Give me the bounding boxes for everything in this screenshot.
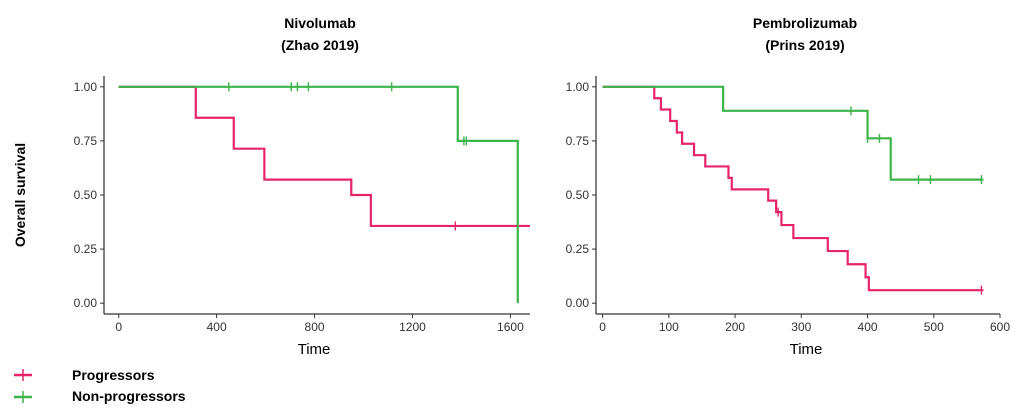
- progressors-survival-curve: [118, 85, 530, 228]
- legend-label: Non-progressors: [72, 388, 186, 404]
- x-tick-label: 1200: [399, 320, 426, 334]
- legend-label: Progressors: [72, 367, 155, 383]
- legend: Progressors Non-progressors: [14, 367, 186, 404]
- non-progressors-survival-curve: [118, 85, 519, 304]
- panel-title-line1: Nivolumab: [284, 15, 356, 31]
- x-tick-label: 200: [725, 320, 745, 334]
- non-progressors-survival-curve: [602, 85, 984, 181]
- nivolumab-panel: Nivolumab (Zhao 2019) Time 0.00 0.25 0.50 0…: [74, 15, 530, 358]
- x-tick-label: 0: [599, 320, 606, 334]
- y-tick-label: 1.00: [74, 80, 98, 94]
- y-tick-label: 0.25: [74, 242, 98, 256]
- y-tick-label: 0.50: [74, 188, 98, 202]
- y-tick-label: 1.00: [566, 80, 590, 94]
- x-axis-label: Time: [790, 341, 823, 358]
- legend-item-progressors: Progressors: [14, 367, 155, 383]
- pembrolizumab-panel: Pembrolizumab (Prins 2019) Time 0.00 0.25…: [566, 15, 1011, 358]
- progressors-survival-curve: [602, 85, 984, 292]
- x-tick-label: 300: [791, 320, 811, 334]
- panel-title-line2: (Prins 2019): [765, 37, 844, 53]
- legend-item-non-progressors: Non-progressors: [14, 388, 186, 404]
- y-tick-label: 0.00: [74, 296, 98, 310]
- y-tick-label: 0.75: [74, 134, 98, 148]
- panel-title-line2: (Zhao 2019): [281, 37, 359, 53]
- x-axis-label: Time: [298, 341, 331, 358]
- x-tick-label: 500: [924, 320, 944, 334]
- panel-title-line1: Pembrolizumab: [753, 15, 857, 31]
- x-tick-label: 0: [115, 320, 122, 334]
- y-tick-label: 0.50: [566, 188, 590, 202]
- x-tick-label: 600: [990, 320, 1010, 334]
- x-tick-label: 400: [207, 320, 227, 334]
- x-tick-label: 1600: [497, 320, 524, 334]
- x-tick-label: 100: [659, 320, 679, 334]
- x-tick-label: 400: [858, 320, 878, 334]
- y-tick-label: 0.75: [566, 134, 590, 148]
- x-tick-label: 800: [305, 320, 325, 334]
- y-tick-label: 0.25: [566, 242, 590, 256]
- y-tick-label: 0.00: [566, 296, 590, 310]
- y-axis-label: Overall survival: [12, 143, 28, 247]
